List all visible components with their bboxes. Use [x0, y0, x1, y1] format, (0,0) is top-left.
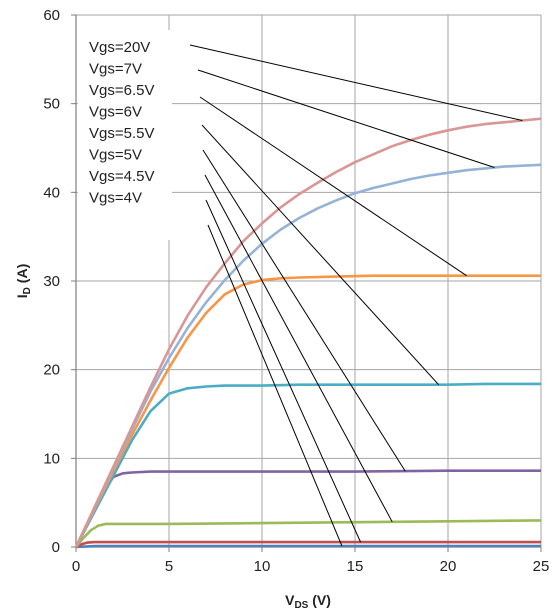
- y-tick-label-30: 30: [43, 273, 60, 290]
- leader-line-0: [189, 44, 523, 122]
- legend-entry-6: Vgs=4.5V: [89, 168, 154, 185]
- y-axis-title-main: I: [14, 294, 30, 298]
- legend-entry-1: Vgs=7V: [89, 61, 142, 78]
- series-lines: [74, 117, 542, 549]
- legend-entry-0: Vgs=20V: [89, 39, 150, 56]
- leader-line-1: [197, 69, 495, 168]
- series-line-1: [74, 163, 542, 548]
- x-tick-label-15: 15: [347, 558, 364, 575]
- series-line-6: [75, 540, 541, 549]
- leader-line-7: [207, 224, 343, 547]
- x-axis-title: VDS (V): [285, 592, 331, 611]
- legend-background: [78, 30, 172, 240]
- y-tick-label-40: 40: [43, 184, 60, 201]
- y-tick-label-0: 0: [52, 539, 60, 556]
- x-tick-label-5: 5: [165, 558, 173, 575]
- leader-line-2: [199, 96, 467, 277]
- x-tick-label-25: 25: [533, 558, 550, 575]
- y-axis-title: ID (A): [14, 264, 33, 298]
- leader-line-3: [201, 124, 440, 386]
- leader-line-6: [205, 199, 362, 543]
- y-tick-label-50: 50: [43, 96, 60, 113]
- x-tick-label-10: 10: [254, 558, 271, 575]
- series-line-0: [74, 117, 542, 548]
- series-line-7: [75, 544, 541, 549]
- x-axis-title-unit: (V): [308, 592, 331, 608]
- legend-leader-lines: [189, 44, 523, 547]
- x-tick-label-20: 20: [440, 558, 457, 575]
- legend-entry-2: Vgs=6.5V: [89, 82, 154, 99]
- legend: Vgs=20V Vgs=7V Vgs=6.5V Vgs=6V Vgs=5.5V Vgs=5…: [89, 39, 154, 207]
- x-axis-title-main: V: [285, 592, 295, 608]
- y-axis-title-unit: (A): [14, 264, 30, 287]
- series-line-2: [74, 274, 541, 548]
- legend-entry-5: Vgs=5V: [89, 147, 142, 164]
- leader-line-5: [204, 174, 393, 523]
- x-axis-title-sub: DS: [294, 600, 308, 611]
- legend-entry-3: Vgs=6V: [89, 104, 142, 121]
- leader-line-4: [202, 149, 406, 472]
- y-tick-label-60: 60: [43, 7, 60, 24]
- legend-entry-7: Vgs=4V: [89, 190, 142, 207]
- series-line-3: [74, 382, 541, 548]
- x-tick-label-0: 0: [72, 558, 80, 575]
- y-axis-title-sub: D: [22, 287, 33, 294]
- y-tick-label-10: 10: [43, 450, 60, 467]
- y-tick-label-20: 20: [43, 362, 60, 379]
- series-line-5: [75, 519, 542, 548]
- tick-labels: 0 5 10 15 20 25 0 10 20 30 40 50 60: [43, 7, 549, 575]
- legend-entry-4: Vgs=5.5V: [89, 125, 154, 142]
